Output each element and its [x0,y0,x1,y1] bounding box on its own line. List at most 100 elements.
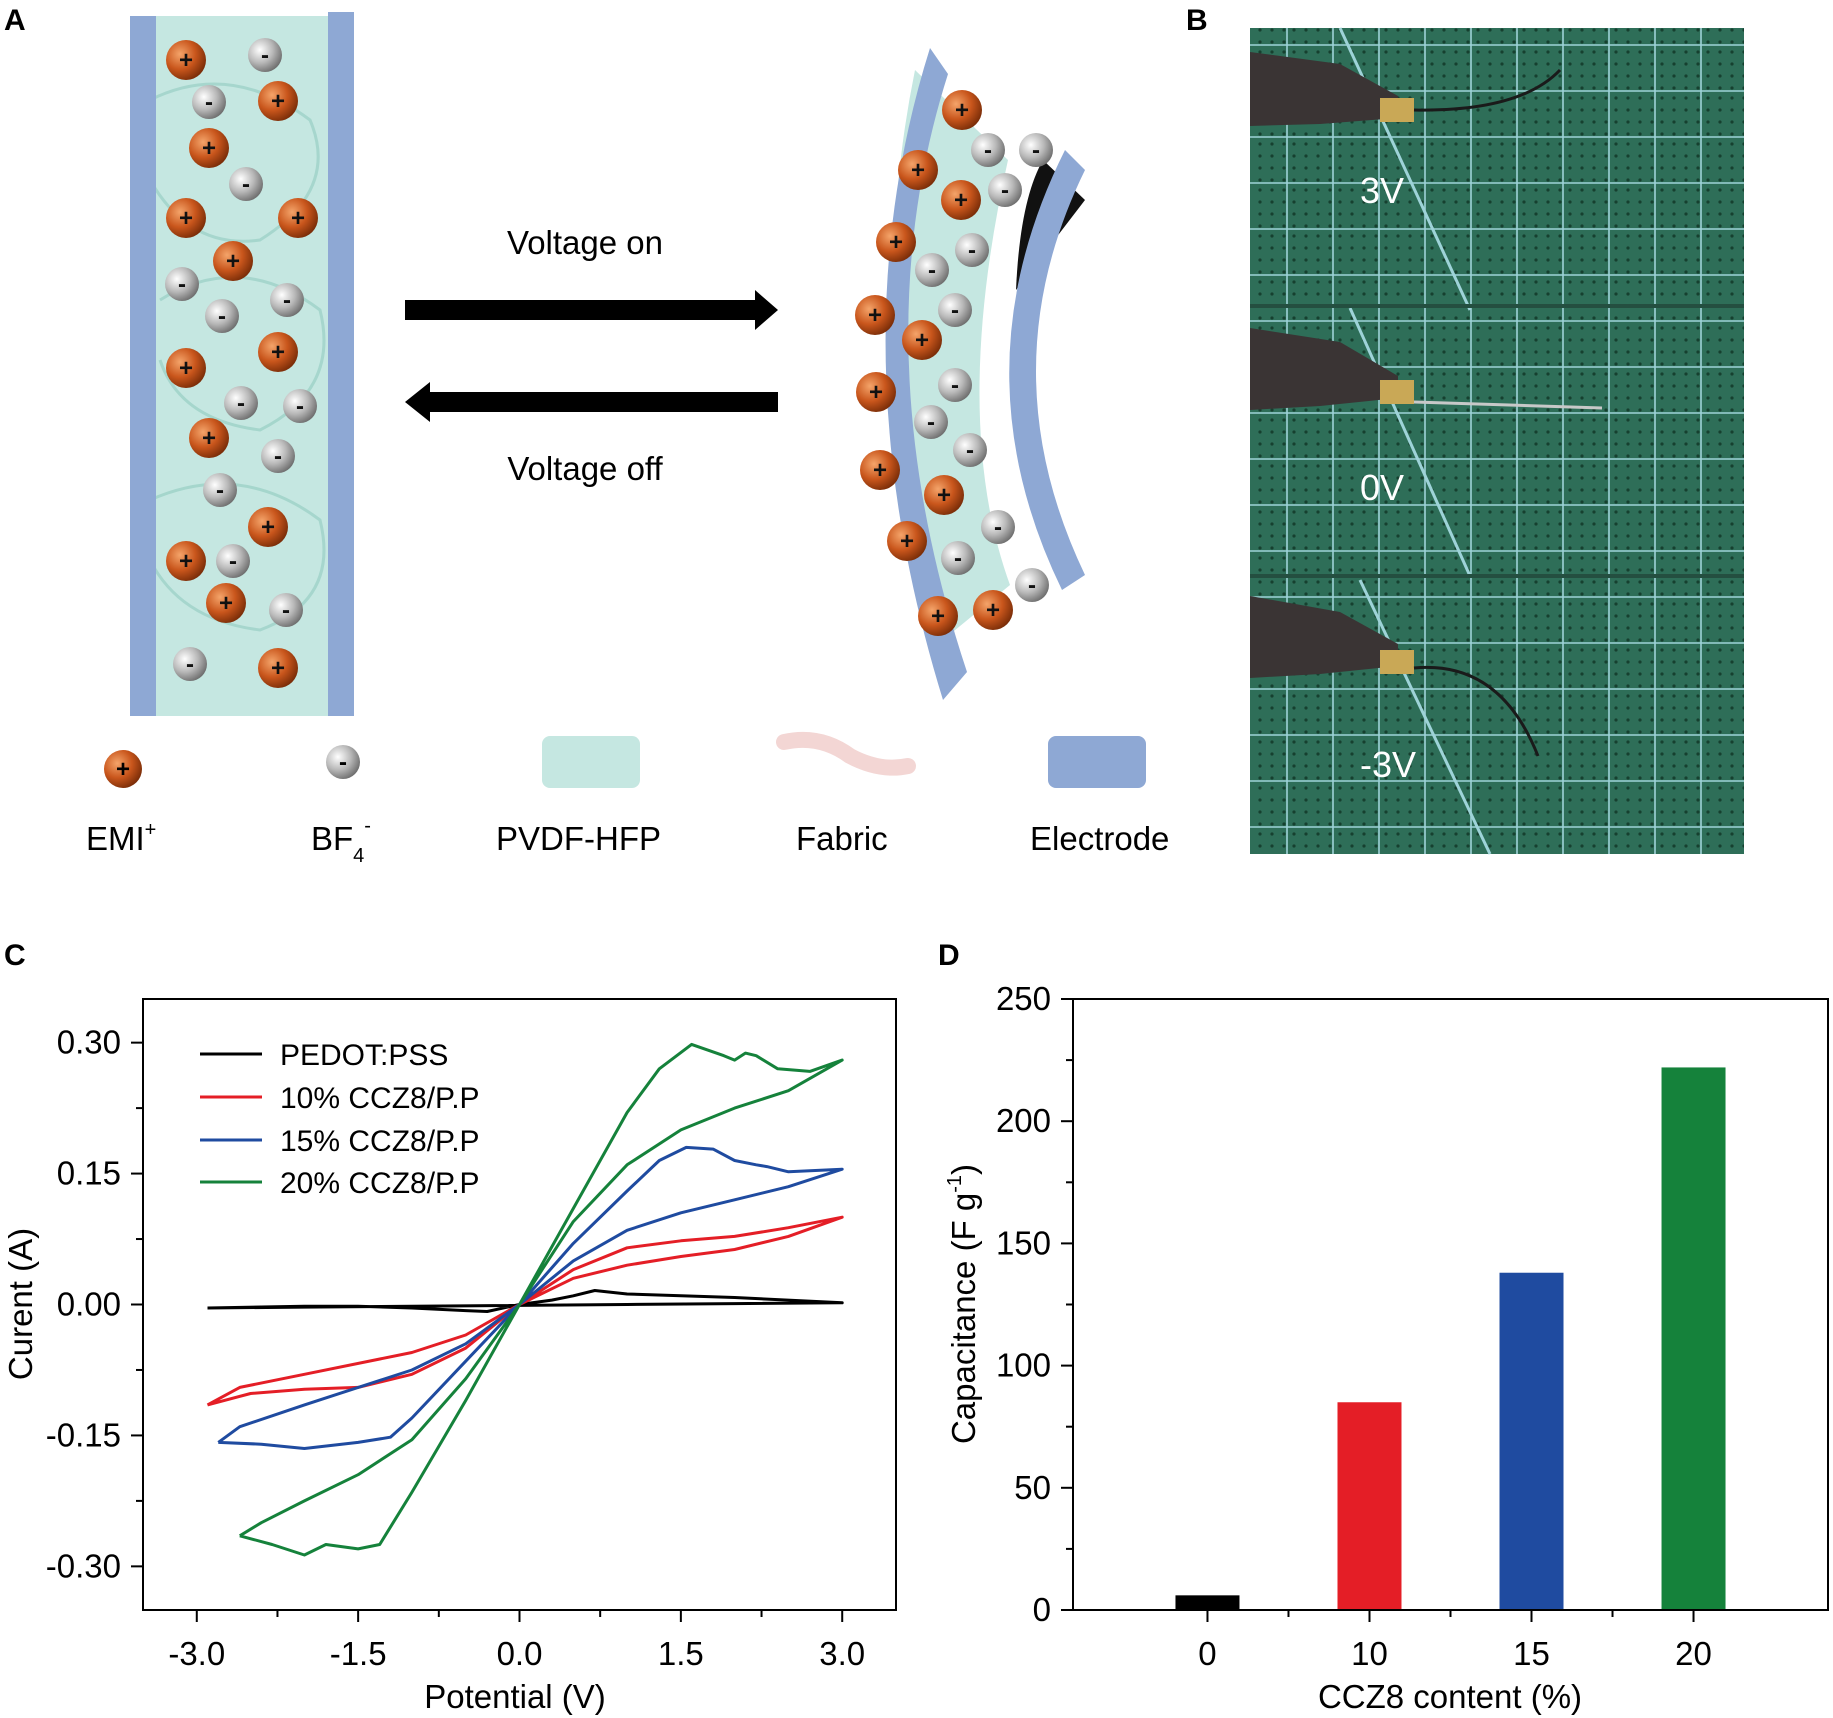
cv-y-tick-label: -0.15 [46,1416,121,1453]
anion-icon: - [283,389,317,423]
anion-icon: - [205,299,239,333]
cation-icon: + [248,507,288,547]
legend-pvdf-label: PVDF-HFP [496,820,661,857]
photo-clamp-neg3v [1250,596,1540,757]
svg-text:+: + [202,425,216,452]
anion-icon: - [1019,133,1053,167]
anion-icon: - [955,233,989,267]
svg-text:+: + [179,548,193,575]
anion-icon: - [224,386,258,420]
cation-icon: + [941,180,981,220]
legend-bf-superscript: - [364,815,371,837]
cation-icon: + [887,521,927,561]
actuator-strip-neg3v [1413,665,1540,757]
svg-text:-: - [994,514,1002,541]
svg-text:+: + [261,514,275,541]
bar-y-tick-label: 250 [996,980,1051,1017]
svg-text:+: + [291,205,305,232]
svg-text:-: - [205,89,213,116]
photo-cutting-mat [1250,28,1744,854]
svg-text:+: + [915,327,929,354]
arrow-left [428,392,778,412]
bar-y-tick-label: 0 [1033,1591,1051,1628]
legend-emi-label: EMI+ [86,819,156,857]
svg-text:-: - [218,303,226,330]
cation-icon: + [189,128,229,168]
svg-text:-: - [274,443,282,470]
cv-legend-label-pedot: PEDOT:PSS [280,1039,448,1072]
svg-text:+: + [179,205,193,232]
arrow-right [405,300,757,320]
bar-x-axis-label: CCZ8 content (%) [1318,1678,1582,1715]
svg-text:+: + [954,187,968,214]
anion-icon: - [914,405,948,439]
bar-y-axis-label-sup: -1 [944,1175,966,1193]
bar-y-tick-label: 200 [996,1102,1051,1139]
legend-cation-sign: + [116,756,130,783]
cv-curve-2 [217,1145,844,1450]
bar-20 [1661,1067,1726,1610]
svg-text:-: - [928,257,936,284]
svg-text:+: + [937,482,951,509]
photo-label-3v: 3V [1360,170,1404,211]
svg-text:+: + [869,379,883,406]
svg-text:-: - [966,437,974,464]
cv-x-tick-label: -3.0 [168,1635,225,1672]
cv-x-tick-label: -1.5 [330,1635,387,1672]
cation-icon: + [942,90,982,130]
cation-icon: + [973,590,1013,630]
bar-y-tick-label: 100 [996,1347,1051,1384]
svg-text:-: - [1032,137,1040,164]
voltage-off-label: Voltage off [507,450,663,487]
cation-icon: + [924,475,964,515]
svg-text:+: + [931,603,945,630]
cv-legend-label-20: 20% CCZ8/P.P [280,1167,480,1200]
legend-fabric-swatch [776,731,916,776]
anion-icon: - [953,433,987,467]
svg-text:-: - [216,477,224,504]
svg-text:-: - [186,651,194,678]
electrode-left [130,16,156,716]
svg-text:+: + [868,302,882,329]
cation-icon: + [206,583,246,623]
bar-plot-frame [1072,998,1829,1611]
cv-curve-1 [206,1215,844,1407]
cv-y-tick-label: 0.30 [57,1024,121,1061]
cation-icon: + [166,198,206,238]
svg-text:+: + [889,229,903,256]
legend-bf-label: BF4- [311,815,371,867]
cation-icon: + [902,320,942,360]
voltage-arrows: Voltage on Voltage off [405,224,778,487]
cv-y-axis-label: Curent (A) [2,1228,39,1380]
anion-icon: - [261,439,295,473]
panel-label-c: C [4,939,26,972]
svg-text:+: + [955,97,969,124]
cation-icon: + [258,648,298,688]
bar-x-tick-label: 10 [1351,1635,1388,1672]
legend-pvdf-swatch [542,736,640,788]
svg-text:+: + [226,248,240,275]
svg-text:-: - [296,393,304,420]
cv-curve-3 [239,1042,844,1557]
svg-text:-: - [237,390,245,417]
svg-text:-: - [951,372,959,399]
svg-text:+: + [911,157,925,184]
svg-text:-: - [1028,572,1036,599]
actuator-strip-3v [1413,68,1562,112]
cation-icon: + [855,295,895,335]
svg-text:+: + [179,355,193,382]
svg-text:-: - [261,42,269,69]
legend-emi-superscript: + [145,819,157,841]
legend-electrode-swatch [1048,736,1146,788]
anion-icon: - [988,173,1022,207]
cv-y-tick-label: 0.15 [57,1155,121,1192]
anion-icon: - [192,85,226,119]
legend-anion-sign: - [339,749,347,776]
svg-text:-: - [178,271,186,298]
svg-text:-: - [1001,177,1009,204]
anion-icon: - [270,283,304,317]
legend-anion-icon [326,745,360,779]
bar-15 [1499,1272,1564,1610]
